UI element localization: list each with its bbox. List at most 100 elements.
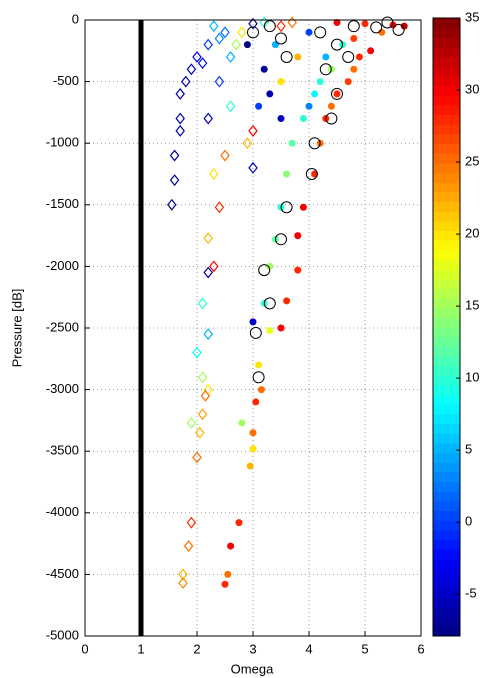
diamond-point xyxy=(186,416,197,429)
open-point xyxy=(347,20,360,33)
colorbar-segment xyxy=(433,37,460,48)
colorbar-segment xyxy=(433,172,460,183)
filled-point xyxy=(266,326,274,334)
colorbar-segment xyxy=(433,413,460,425)
colorbar-segment xyxy=(433,124,460,135)
filled-point xyxy=(294,53,302,61)
open-point xyxy=(280,50,293,63)
filled-point xyxy=(299,115,307,123)
colorbar-segment xyxy=(433,317,460,328)
y-tick-label: -1500 xyxy=(46,196,79,211)
colorbar-tick-label: 10 xyxy=(465,370,479,385)
diamond-point xyxy=(169,149,180,162)
colorbar-segment xyxy=(433,230,460,241)
diamond-point xyxy=(197,408,208,421)
diamond-point xyxy=(214,201,225,214)
filled-point xyxy=(283,170,291,178)
open-point xyxy=(305,168,318,180)
open-point xyxy=(319,63,332,76)
colorbar-segment xyxy=(433,616,460,627)
open-point xyxy=(275,233,287,246)
y-tick-label: -1000 xyxy=(46,135,79,150)
diamond-point xyxy=(200,389,211,402)
colorbar-segment xyxy=(433,75,460,87)
diamond-point xyxy=(178,568,188,581)
colorbar-segment xyxy=(433,355,460,367)
colorbar-segment xyxy=(433,182,460,193)
diamond-point xyxy=(197,371,208,384)
filled-point xyxy=(249,318,257,326)
filled-point xyxy=(288,139,296,147)
filled-point xyxy=(260,65,268,73)
diamond-point xyxy=(186,516,197,529)
diamond-point xyxy=(248,124,258,137)
colorbar-segment xyxy=(433,384,460,396)
colorbar-segment xyxy=(433,529,460,540)
colorbar-segment xyxy=(433,56,460,67)
colorbar-segment xyxy=(433,85,460,96)
diamond-point xyxy=(209,260,219,273)
colorbar-segment xyxy=(433,607,460,618)
colorbar-tick-label: 5 xyxy=(465,442,472,457)
open-point xyxy=(308,137,321,150)
filled-point xyxy=(249,429,257,437)
y-tick-label: -2000 xyxy=(46,258,79,273)
colorbar-segment xyxy=(433,114,460,125)
colorbar-tick-label: 20 xyxy=(465,226,479,241)
diamond-point xyxy=(248,17,258,30)
open-point xyxy=(249,326,262,339)
filled-point xyxy=(311,170,319,178)
diamond-point xyxy=(197,57,208,70)
open-point xyxy=(325,112,338,125)
diamond-point xyxy=(209,168,219,180)
open-point xyxy=(263,297,276,310)
diamond-point xyxy=(231,38,241,51)
filled-point xyxy=(246,462,254,470)
y-tick-label: -3000 xyxy=(46,381,79,396)
y-axis-label: Pressure [dB] xyxy=(9,289,24,368)
colorbar-segment xyxy=(433,442,460,454)
diamond-point xyxy=(248,161,258,174)
diamond-point xyxy=(203,112,213,125)
diamond-point xyxy=(175,87,185,100)
y-tick-label: -2500 xyxy=(46,319,79,334)
diamond-point xyxy=(192,50,202,63)
colorbar-tick-label: 35 xyxy=(465,9,479,24)
colorbar-segment xyxy=(433,404,460,415)
diamond-point xyxy=(186,63,197,76)
colorbar-segment xyxy=(433,481,460,492)
open-point xyxy=(392,23,405,36)
filled-point xyxy=(400,22,408,30)
filled-point xyxy=(327,102,335,110)
filled-point xyxy=(283,297,291,305)
colorbar-segment xyxy=(433,191,460,202)
y-tick-label: -4000 xyxy=(46,504,79,519)
diamond-point xyxy=(225,50,236,63)
open-point xyxy=(342,50,355,63)
filled-point xyxy=(221,580,229,588)
filled-point xyxy=(361,20,369,28)
diamond-point xyxy=(195,426,205,439)
x-tick-label: 4 xyxy=(305,641,312,656)
colorbar-segment xyxy=(433,46,460,58)
diamond-point xyxy=(225,100,236,113)
filled-point xyxy=(333,18,341,26)
colorbar-tick-label: 15 xyxy=(465,298,479,313)
open-point xyxy=(314,26,327,39)
colorbar-segment xyxy=(433,423,460,434)
filled-point xyxy=(235,519,243,527)
diamond-point xyxy=(203,328,213,341)
diamond-point xyxy=(175,124,185,137)
filled-point xyxy=(227,542,235,550)
diamond-point xyxy=(203,38,213,51)
open-point xyxy=(275,32,287,45)
colorbar-segment xyxy=(433,558,460,569)
colorbar-segment xyxy=(433,568,460,579)
colorbar-segment xyxy=(433,394,460,405)
colorbar-segment xyxy=(433,201,460,212)
diamond-point xyxy=(203,266,213,279)
x-tick-label: 6 xyxy=(417,641,424,656)
colorbar-segment xyxy=(433,597,460,608)
filled-point xyxy=(271,41,279,49)
